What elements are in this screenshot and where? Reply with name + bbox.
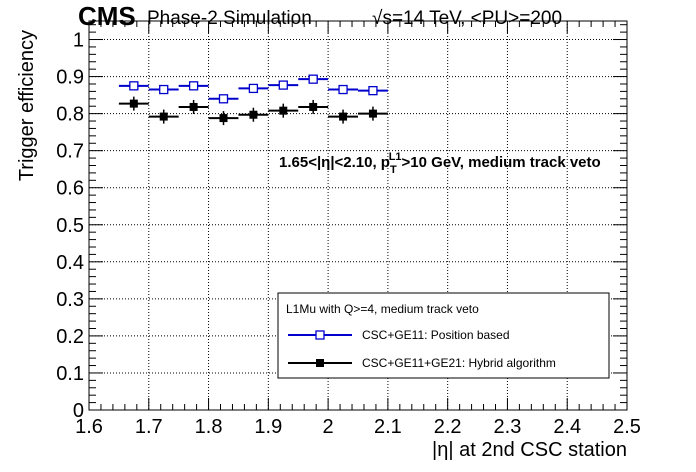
- x-tick-label: 2.4: [553, 416, 581, 438]
- x-tick-label: 2.1: [374, 416, 402, 438]
- data-point-position: [159, 84, 169, 95]
- sqrt-symbol: √: [372, 8, 383, 29]
- annotation-text-2: >10 GeV, medium track veto: [402, 154, 601, 171]
- x-tick-label: 1.7: [135, 416, 163, 438]
- annotation-subscript: T: [390, 164, 397, 176]
- energy-text: s=14 TeV, <PU>=200: [382, 8, 562, 29]
- tick-labels: 1.6 1.7 1.8 1.9 2 2.1 2.2 2.3 2.4 2.5 0 0.1 0.2 0.3 0.…: [56, 30, 641, 438]
- data-point-hybrid: [159, 112, 168, 121]
- data-point-hybrid: [249, 110, 258, 119]
- y-axis-title: Trigger efficiency: [16, 30, 38, 181]
- y-tick-label: 0.2: [56, 326, 84, 348]
- data-point-position: [248, 83, 259, 94]
- data-point-position: [188, 81, 199, 91]
- data-point-hybrid: [129, 99, 138, 108]
- y-tick-label: 0: [73, 400, 84, 422]
- y-tick-label: 0.4: [56, 252, 84, 274]
- y-tick-label: 0.5: [56, 215, 84, 237]
- data-point-position: [338, 84, 348, 95]
- selection-annotation: 1.65<|η|<2.10, pTL1>10 GeV, medium track…: [279, 151, 601, 176]
- x-tick-label: 2.5: [613, 416, 641, 438]
- data-point-position: [368, 85, 378, 96]
- plot-frame: [88, 20, 628, 411]
- y-tick-label: 0.9: [56, 67, 84, 89]
- y-tick-label: 1: [73, 30, 84, 52]
- x-tick-label: 2.3: [494, 416, 522, 438]
- y-tick-label: 0.7: [56, 141, 84, 163]
- x-tick-label: 2.2: [434, 416, 462, 438]
- experiment-label: CMS: [78, 1, 136, 31]
- annotation-text-1: 1.65<|η|<2.10, p: [279, 154, 390, 171]
- data-point-hybrid: [189, 102, 198, 111]
- legend-marker-position: [315, 330, 325, 340]
- annotation-superscript: L1: [389, 151, 402, 163]
- data-point-position: [278, 80, 288, 90]
- data-point-hybrid: [368, 109, 377, 118]
- legend-title: L1Mu with Q>=4, medium track veto: [286, 302, 479, 316]
- x-tick-label: 2: [323, 416, 334, 438]
- plot-border: [88, 20, 628, 411]
- data-marks: [118, 74, 388, 126]
- x-tick-label: 1.9: [254, 416, 282, 438]
- data-point-hybrid: [219, 114, 228, 123]
- data-point-hybrid: [279, 106, 288, 115]
- data-point-hybrid: [309, 102, 318, 111]
- data-point-hybrid: [339, 112, 348, 121]
- x-tick-label: 1.6: [75, 416, 103, 438]
- legend-label-hybrid: CSC+GE11+GE21: Hybrid algorithm: [362, 356, 556, 370]
- data-point-position: [129, 81, 139, 91]
- energy-label: √s=14 TeV, <PU>=200: [372, 8, 562, 29]
- simulation-label: Phase-2 Simulation: [147, 8, 312, 29]
- data-point-position: [308, 74, 318, 84]
- x-tick-label: 1.8: [195, 416, 223, 438]
- data-point-position: [218, 94, 229, 104]
- y-tick-label: 0.8: [56, 104, 84, 126]
- x-axis-title: |η| at 2nd CSC station: [432, 439, 627, 461]
- axis-ticks: [88, 21, 628, 411]
- y-tick-label: 0.6: [56, 178, 84, 200]
- legend-marker-hybrid: [316, 359, 324, 367]
- y-tick-label: 0.1: [56, 363, 84, 385]
- y-tick-label: 0.3: [56, 289, 84, 311]
- legend-label-position: CSC+GE11: Position based: [362, 328, 510, 342]
- legend: L1Mu with Q>=4, medium track veto CSC+GE…: [277, 292, 610, 379]
